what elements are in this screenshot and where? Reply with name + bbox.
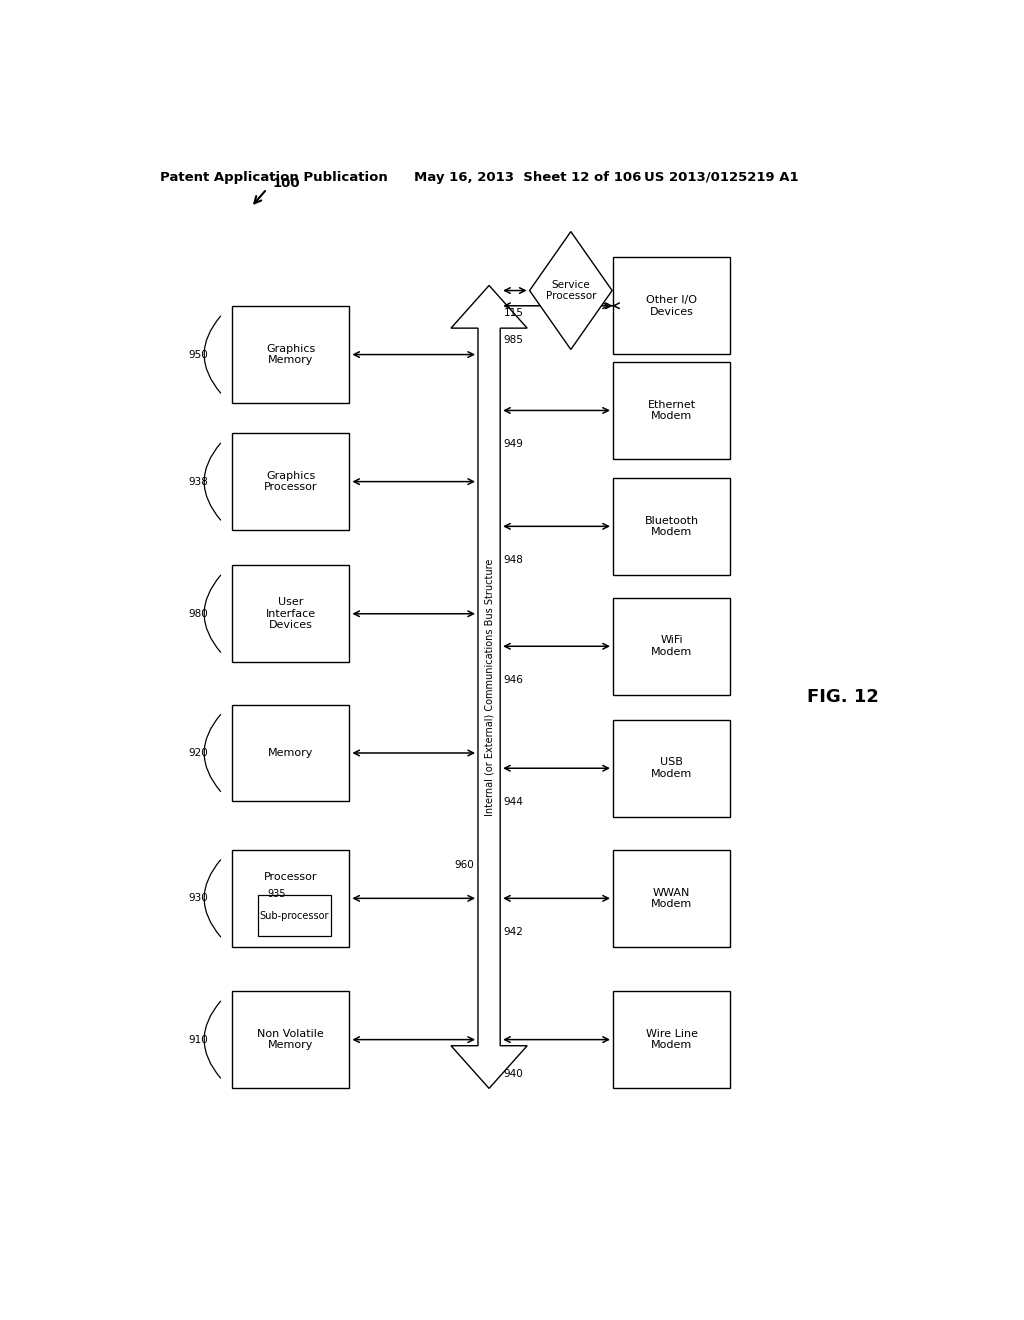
Text: 100: 100 <box>272 177 300 190</box>
Text: Wire Line
Modem: Wire Line Modem <box>645 1028 697 1051</box>
Text: 938: 938 <box>188 477 208 487</box>
Text: May 16, 2013  Sheet 12 of 106: May 16, 2013 Sheet 12 of 106 <box>414 170 641 183</box>
Bar <box>232 850 349 946</box>
Text: 980: 980 <box>188 609 208 619</box>
Text: 985: 985 <box>504 335 523 345</box>
Bar <box>613 598 730 694</box>
Text: Non Volatile
Memory: Non Volatile Memory <box>257 1028 324 1051</box>
Bar <box>232 565 349 663</box>
Text: 942: 942 <box>504 928 523 937</box>
Text: 946: 946 <box>504 676 523 685</box>
Text: 930: 930 <box>188 894 208 903</box>
Text: 949: 949 <box>504 440 523 449</box>
Polygon shape <box>451 285 527 1089</box>
Bar <box>613 850 730 946</box>
Bar <box>232 991 349 1088</box>
Text: Internal (or External) Communications Bus Structure: Internal (or External) Communications Bu… <box>484 558 495 816</box>
Text: Graphics
Memory: Graphics Memory <box>266 343 315 366</box>
Bar <box>613 362 730 459</box>
Bar <box>232 705 349 801</box>
Text: 115: 115 <box>504 308 523 318</box>
Text: Service
Processor: Service Processor <box>546 280 596 301</box>
Text: 948: 948 <box>504 556 523 565</box>
Bar <box>258 895 331 936</box>
Bar <box>613 478 730 574</box>
Bar <box>613 257 730 354</box>
Bar <box>232 433 349 529</box>
Polygon shape <box>529 231 612 350</box>
Text: Memory: Memory <box>268 748 313 758</box>
Text: 910: 910 <box>188 1035 208 1044</box>
Text: USB
Modem: USB Modem <box>651 758 692 779</box>
Text: 960: 960 <box>455 859 474 870</box>
Text: 944: 944 <box>504 797 523 808</box>
Text: Sub-processor: Sub-processor <box>259 911 329 921</box>
Bar <box>232 306 349 403</box>
Text: Bluetooth
Modem: Bluetooth Modem <box>644 516 698 537</box>
Text: 950: 950 <box>188 350 208 359</box>
Text: WiFi
Modem: WiFi Modem <box>651 635 692 657</box>
Text: 935: 935 <box>267 890 286 899</box>
Text: FIG. 12: FIG. 12 <box>807 688 879 706</box>
Bar <box>613 719 730 817</box>
Text: 940: 940 <box>504 1069 523 1078</box>
Text: 920: 920 <box>188 748 208 758</box>
Text: Ethernet
Modem: Ethernet Modem <box>647 400 695 421</box>
Text: Graphics
Processor: Graphics Processor <box>264 471 317 492</box>
Text: Processor: Processor <box>264 873 317 882</box>
Bar <box>613 991 730 1088</box>
Text: User
Interface
Devices: User Interface Devices <box>265 597 315 631</box>
Text: Patent Application Publication: Patent Application Publication <box>160 170 387 183</box>
Text: WWAN
Modem: WWAN Modem <box>651 887 692 909</box>
Text: US 2013/0125219 A1: US 2013/0125219 A1 <box>644 170 799 183</box>
Text: Other I/O
Devices: Other I/O Devices <box>646 294 697 317</box>
